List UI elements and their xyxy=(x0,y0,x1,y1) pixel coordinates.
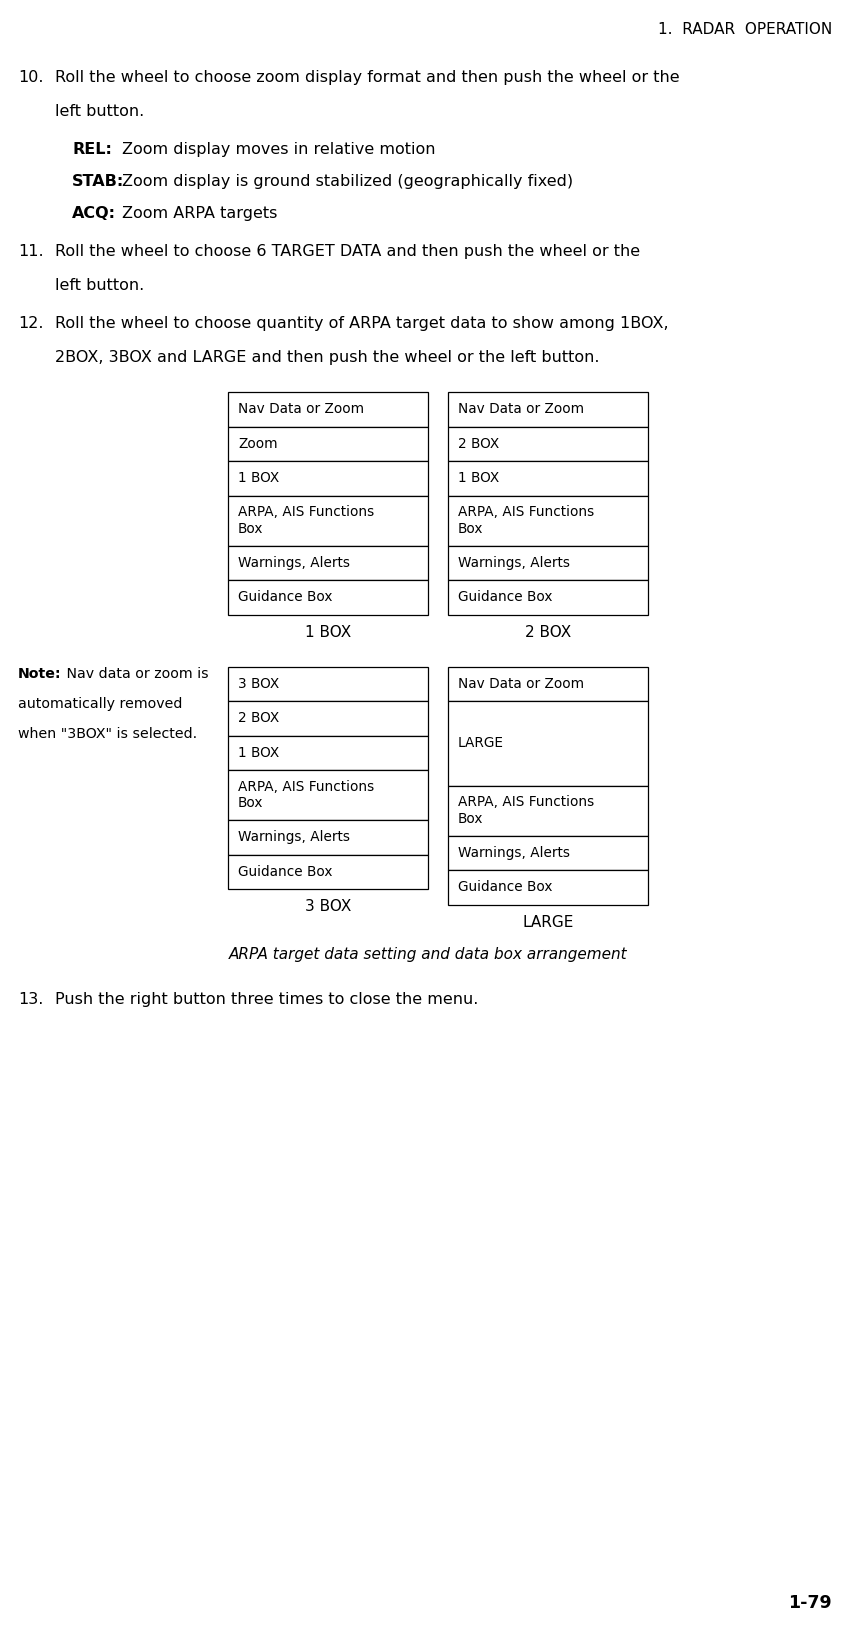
Bar xyxy=(448,702,648,785)
Text: Nav Data or Zoom: Nav Data or Zoom xyxy=(458,401,584,416)
Text: 1-79: 1-79 xyxy=(788,1594,832,1612)
Text: 3 BOX: 3 BOX xyxy=(238,677,279,690)
Text: Guidance Box: Guidance Box xyxy=(458,880,552,894)
Text: Nav data or zoom is: Nav data or zoom is xyxy=(62,666,209,681)
Text: REL:: REL: xyxy=(72,142,112,157)
Text: 12.: 12. xyxy=(18,317,43,331)
Text: Warnings, Alerts: Warnings, Alerts xyxy=(458,845,570,860)
Bar xyxy=(228,545,428,579)
Bar xyxy=(228,855,428,889)
Bar xyxy=(448,545,648,579)
Text: Push the right button three times to close the menu.: Push the right button three times to clo… xyxy=(55,992,478,1007)
Text: Zoom ARPA targets: Zoom ARPA targets xyxy=(122,206,278,220)
Text: LARGE: LARGE xyxy=(458,736,504,751)
Text: STAB:: STAB: xyxy=(72,175,124,189)
Text: LARGE: LARGE xyxy=(522,914,573,930)
Bar xyxy=(228,819,428,855)
Text: 2BOX, 3BOX and LARGE and then push the wheel or the left button.: 2BOX, 3BOX and LARGE and then push the w… xyxy=(55,349,600,366)
Text: Zoom: Zoom xyxy=(238,437,278,450)
Text: 1 BOX: 1 BOX xyxy=(305,625,351,640)
Text: 1.  RADAR  OPERATION: 1. RADAR OPERATION xyxy=(658,21,832,38)
Text: ARPA target data setting and data box arrangement: ARPA target data setting and data box ar… xyxy=(228,947,627,961)
Bar xyxy=(448,836,648,870)
Text: ARPA, AIS Functions
Box: ARPA, AIS Functions Box xyxy=(238,506,374,535)
Bar xyxy=(228,579,428,615)
Text: Nav Data or Zoom: Nav Data or Zoom xyxy=(458,677,584,690)
Text: Roll the wheel to choose 6 TARGET DATA and then push the wheel or the: Roll the wheel to choose 6 TARGET DATA a… xyxy=(55,245,640,259)
Text: 2 BOX: 2 BOX xyxy=(238,712,279,725)
Text: left button.: left button. xyxy=(55,277,144,294)
Text: Warnings, Alerts: Warnings, Alerts xyxy=(458,557,570,570)
Text: 3 BOX: 3 BOX xyxy=(305,899,351,914)
Bar xyxy=(448,579,648,615)
Text: 11.: 11. xyxy=(18,245,43,259)
Text: ARPA, AIS Functions
Box: ARPA, AIS Functions Box xyxy=(238,780,374,811)
Bar xyxy=(228,770,428,819)
Text: Roll the wheel to choose zoom display format and then push the wheel or the: Roll the wheel to choose zoom display fo… xyxy=(55,70,680,85)
Text: 2 BOX: 2 BOX xyxy=(458,437,499,450)
Text: Zoom display moves in relative motion: Zoom display moves in relative motion xyxy=(122,142,435,157)
Text: when "3BOX" is selected.: when "3BOX" is selected. xyxy=(18,726,197,741)
Text: Nav Data or Zoom: Nav Data or Zoom xyxy=(238,401,364,416)
Bar xyxy=(228,392,428,426)
Text: automatically removed: automatically removed xyxy=(18,697,182,710)
Text: 1 BOX: 1 BOX xyxy=(238,472,279,485)
Text: 1 BOX: 1 BOX xyxy=(458,472,499,485)
Bar xyxy=(228,460,428,496)
Bar xyxy=(448,496,648,545)
Bar xyxy=(448,785,648,836)
Text: Guidance Box: Guidance Box xyxy=(238,591,332,604)
Text: Zoom display is ground stabilized (geographically fixed): Zoom display is ground stabilized (geogr… xyxy=(122,175,573,189)
Bar xyxy=(448,460,648,496)
Text: Note:: Note: xyxy=(18,666,61,681)
Bar xyxy=(228,736,428,770)
Text: 1 BOX: 1 BOX xyxy=(238,746,279,761)
Text: Warnings, Alerts: Warnings, Alerts xyxy=(238,557,350,570)
Bar xyxy=(228,702,428,736)
Bar xyxy=(448,426,648,460)
Text: 2 BOX: 2 BOX xyxy=(525,625,571,640)
Text: Guidance Box: Guidance Box xyxy=(458,591,552,604)
Text: left button.: left button. xyxy=(55,104,144,119)
Text: Guidance Box: Guidance Box xyxy=(238,865,332,878)
Bar xyxy=(448,392,648,426)
Bar xyxy=(228,426,428,460)
Bar xyxy=(448,666,648,702)
Bar xyxy=(448,870,648,904)
Text: 10.: 10. xyxy=(18,70,43,85)
Text: Warnings, Alerts: Warnings, Alerts xyxy=(238,831,350,844)
Text: ACQ:: ACQ: xyxy=(72,206,116,220)
Text: ARPA, AIS Functions
Box: ARPA, AIS Functions Box xyxy=(458,795,594,826)
Text: Roll the wheel to choose quantity of ARPA target data to show among 1BOX,: Roll the wheel to choose quantity of ARP… xyxy=(55,317,669,331)
Bar xyxy=(228,496,428,545)
Text: ARPA, AIS Functions
Box: ARPA, AIS Functions Box xyxy=(458,506,594,535)
Bar xyxy=(228,666,428,702)
Text: 13.: 13. xyxy=(18,992,43,1007)
